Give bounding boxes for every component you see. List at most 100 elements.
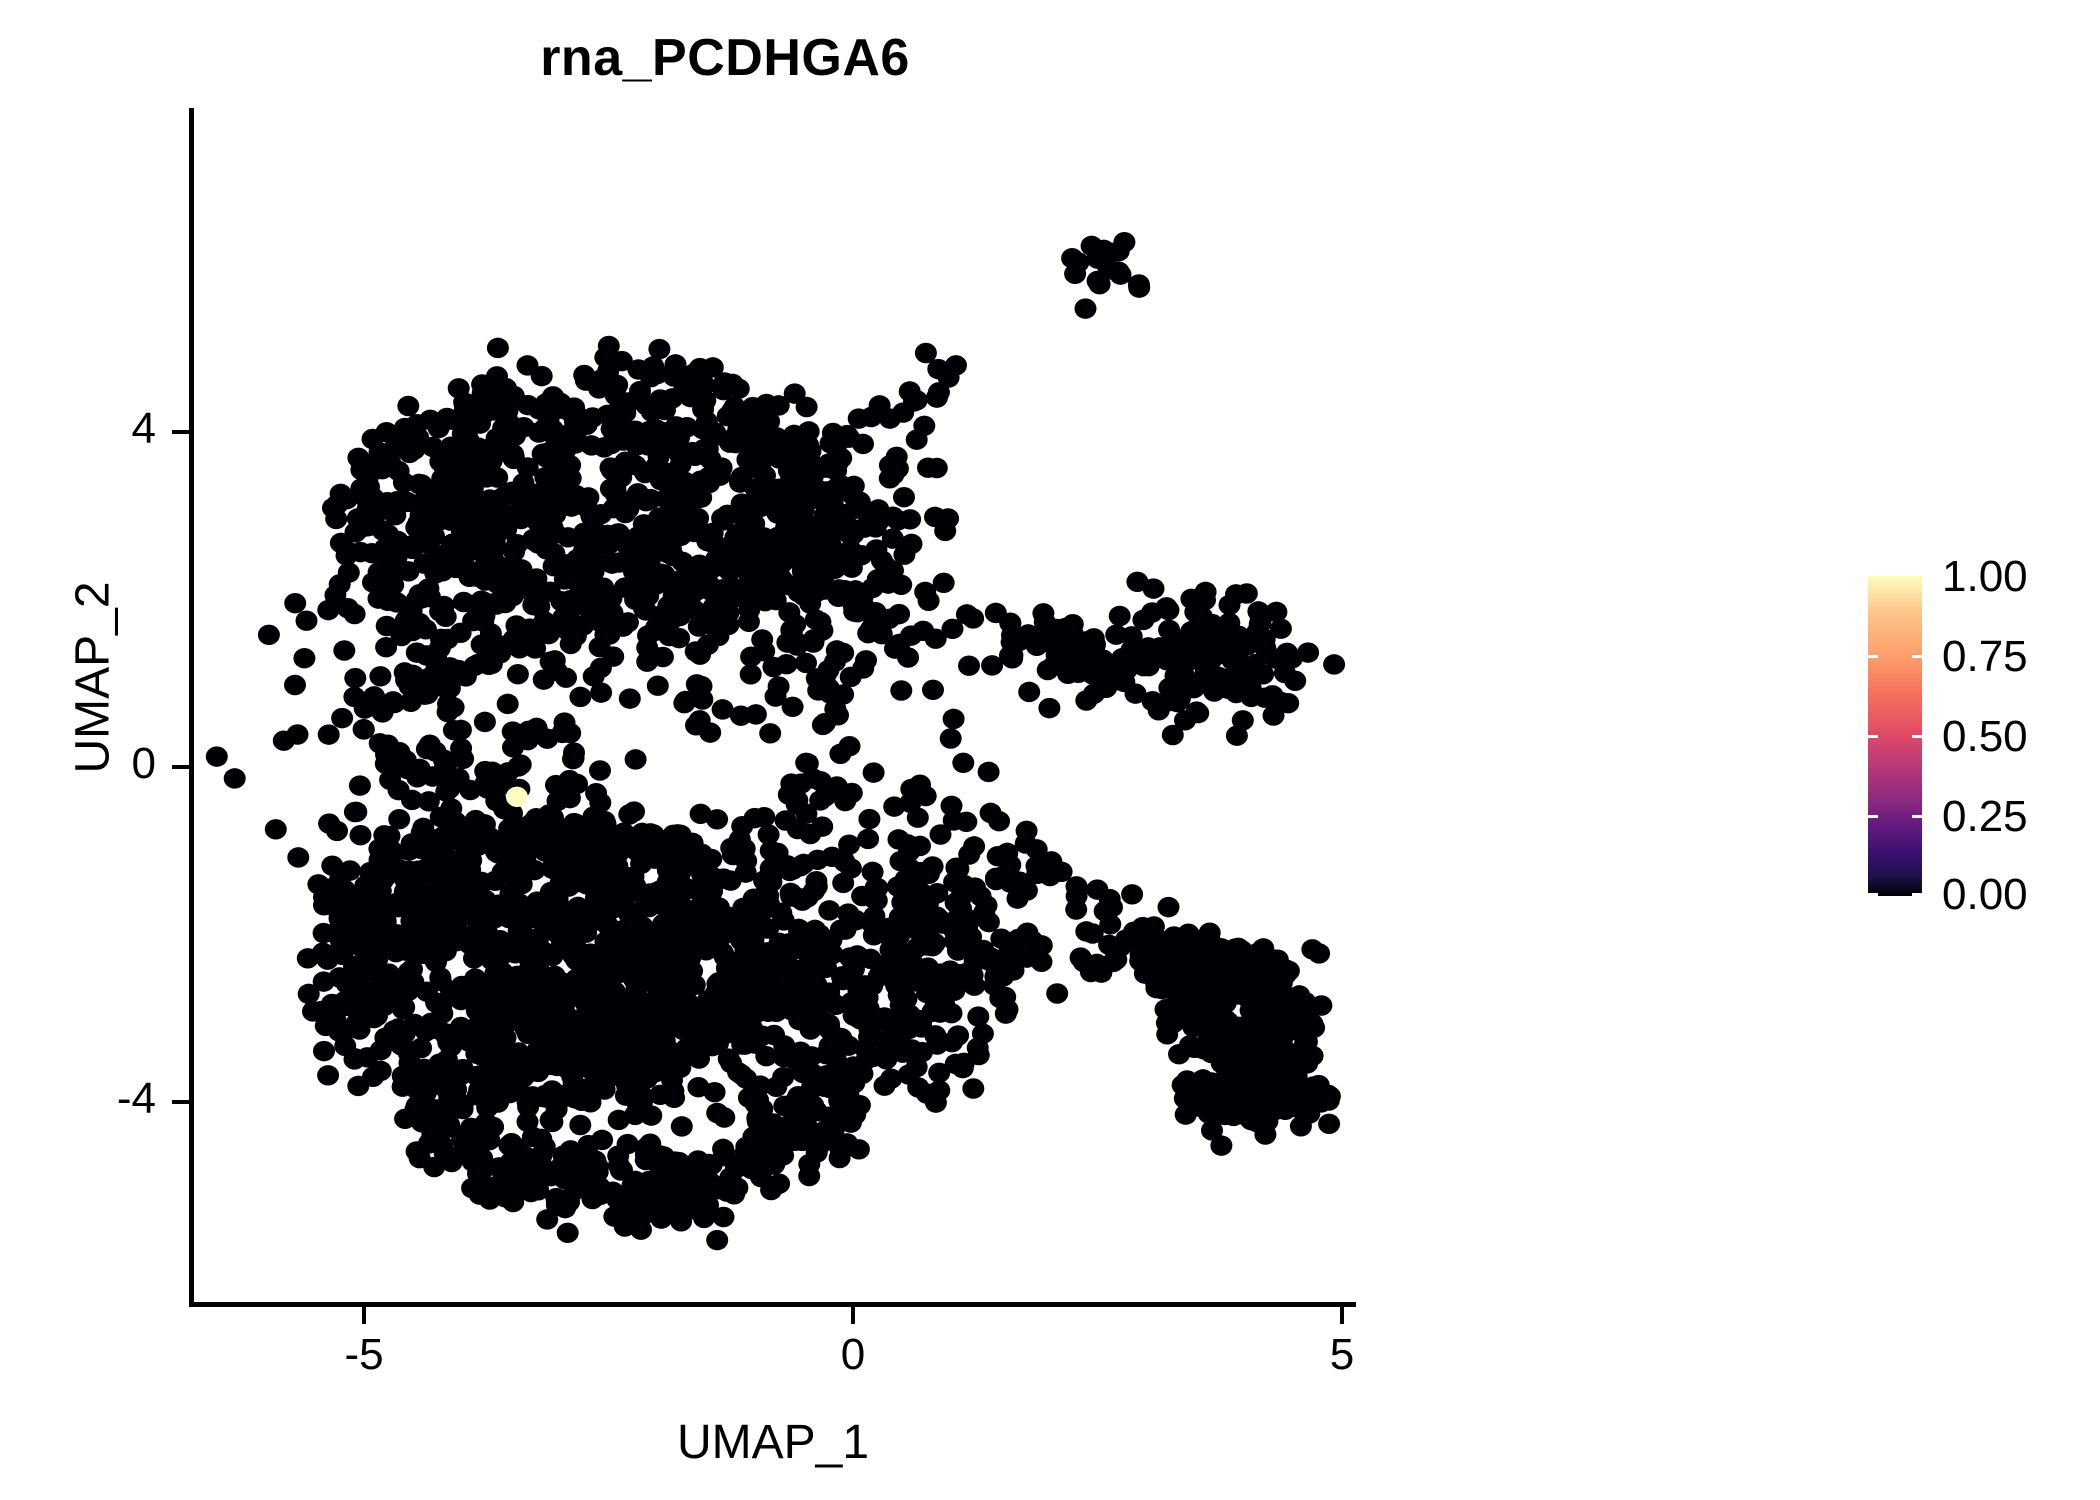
- scatter-point: [896, 834, 919, 855]
- scatter-point: [943, 930, 966, 952]
- scatter-point: [766, 842, 789, 864]
- scatter-point: [757, 918, 780, 939]
- scatter-point: [1128, 648, 1151, 669]
- scatter-point: [857, 828, 880, 850]
- scatter-point: [560, 926, 583, 948]
- scatter-point: [729, 705, 752, 726]
- scatter-point: [532, 669, 555, 690]
- scatter-point: [725, 998, 748, 1020]
- scatter-point: [609, 413, 632, 435]
- scatter-point: [369, 1060, 392, 1082]
- scatter-point: [681, 832, 704, 854]
- scatter-point: [584, 1150, 607, 1171]
- colorbar-tick-left-050: [1868, 735, 1878, 738]
- scatter-point: [401, 863, 424, 884]
- scatter-point: [852, 658, 875, 679]
- scatter-point: [1225, 682, 1248, 704]
- colorbar-tick-left-075: [1868, 655, 1878, 658]
- scatter-point: [328, 967, 351, 988]
- scatter-point: [618, 688, 641, 709]
- scatter-point: [556, 1222, 579, 1244]
- scatter-point: [1158, 677, 1181, 699]
- scatter-point: [399, 1053, 422, 1074]
- scatter-point: [878, 455, 901, 476]
- y-axis-line: [189, 108, 194, 1307]
- x-axis-line: [189, 1302, 1356, 1307]
- scatter-point: [1201, 1120, 1223, 1141]
- scatter-point: [1074, 298, 1097, 319]
- scatter-point: [625, 902, 648, 924]
- scatter-point: [607, 1109, 630, 1131]
- scatter-point: [705, 425, 728, 446]
- scatter-point: [374, 753, 397, 775]
- scatter-point: [1171, 1074, 1194, 1096]
- scatter-point: [317, 1065, 340, 1086]
- scatter-point: [538, 581, 561, 602]
- scatter-point: [673, 379, 696, 401]
- scatter-point: [795, 652, 817, 674]
- scatter-point: [567, 856, 590, 877]
- scatter-point: [956, 917, 978, 938]
- scatter-point: [689, 803, 712, 825]
- scatter-point: [424, 481, 447, 503]
- scatter-point: [499, 558, 522, 580]
- scatter-point: [884, 638, 906, 659]
- scatter-point: [878, 408, 901, 429]
- scatter-point: [618, 392, 641, 413]
- scatter-point: [629, 564, 652, 586]
- scatter-point: [449, 719, 472, 741]
- colorbar-tick-left-025: [1868, 815, 1878, 818]
- scatter-point: [1015, 880, 1038, 901]
- scatter-point: [707, 1178, 730, 1200]
- scatter-point: [670, 1116, 693, 1137]
- scatter-point: [1001, 960, 1024, 981]
- scatter-point: [852, 585, 874, 606]
- scatter-point: [505, 975, 528, 996]
- scatter-point: [897, 879, 920, 900]
- scatter-point: [378, 925, 401, 947]
- scatter-point: [546, 790, 569, 812]
- scatter-point: [818, 1019, 841, 1041]
- scatter-point: [287, 847, 310, 868]
- scatter-point: [468, 1184, 491, 1205]
- scatter-point: [1223, 1059, 1246, 1081]
- scatter-point: [352, 895, 375, 917]
- scatter-point: [1296, 1053, 1319, 1074]
- scatter-point: [861, 861, 884, 883]
- scatter-point: [474, 760, 497, 782]
- scatter-point: [765, 1076, 788, 1098]
- scatter-point: [1001, 648, 1024, 669]
- scatter-point: [431, 1003, 454, 1024]
- scatter-point: [659, 864, 682, 886]
- scatter-point: [564, 1088, 587, 1109]
- scatter-point: [1156, 1024, 1179, 1045]
- scatter-point: [328, 574, 351, 595]
- scatter-point: [1064, 263, 1087, 285]
- scatter-point: [676, 992, 699, 1013]
- scatter-point: [804, 995, 827, 1016]
- scatter-point: [811, 816, 834, 837]
- scatter-point: [378, 825, 401, 847]
- scatter-point: [703, 1081, 726, 1103]
- scatter-point: [1032, 603, 1055, 624]
- scatter-point: [607, 1145, 630, 1166]
- scatter-point: [1168, 1043, 1190, 1065]
- scatter-point: [487, 1092, 509, 1113]
- scatter-point: [1287, 1082, 1310, 1103]
- scatter-point: [786, 818, 809, 840]
- scatter-point: [264, 819, 287, 840]
- scatter-point: [394, 749, 417, 771]
- scatter-point: [449, 901, 472, 923]
- scatter-point: [1192, 1069, 1214, 1090]
- scatter-point: [915, 959, 938, 981]
- scatter-point: [486, 377, 509, 398]
- scatter-point: [348, 775, 371, 796]
- scatter-point: [1225, 725, 1248, 746]
- scatter-point: [577, 995, 600, 1016]
- scatter-point: [795, 752, 818, 774]
- scatter-point: [942, 708, 965, 730]
- scatter-point: [711, 579, 734, 600]
- scatter-point: [564, 426, 587, 447]
- scatter-point: [600, 433, 623, 455]
